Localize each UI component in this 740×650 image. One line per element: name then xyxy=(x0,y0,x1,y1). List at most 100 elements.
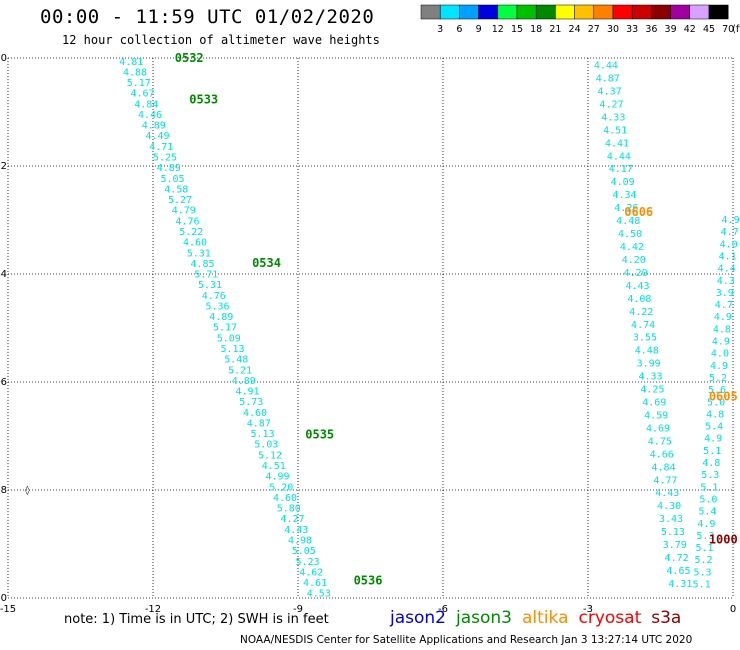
x-tick-label: -12 xyxy=(145,604,161,615)
wave-height-value: 5.0 xyxy=(707,397,725,408)
wave-height-value: 4.89 xyxy=(209,312,233,323)
wave-height-value: 4.72 xyxy=(665,553,689,564)
y-tick-label: -8 xyxy=(0,485,7,496)
wave-height-value: 4.51 xyxy=(603,125,627,136)
y-tick-label: -6 xyxy=(0,377,7,388)
wave-height-value: 5.3 xyxy=(694,567,712,578)
wave-height-value: 4.84 xyxy=(134,99,158,110)
legend-bin-label: 18 xyxy=(530,24,542,35)
wave-height-value: 4.22 xyxy=(629,307,653,318)
x-tick-label: -15 xyxy=(0,604,16,615)
wave-height-value: 4.9 xyxy=(712,337,730,348)
wave-height-value: 4.59 xyxy=(644,410,668,421)
wave-height-value: 3.55 xyxy=(633,333,657,344)
x-tick-label: -6 xyxy=(438,604,448,615)
wave-height-value: 4.53 xyxy=(307,589,331,600)
satellite-name: jason3 xyxy=(456,608,512,628)
wave-height-value: 5.17 xyxy=(213,323,237,334)
wave-height-value: 4.26 xyxy=(614,203,638,214)
wave-height-value: 5.80 xyxy=(277,504,301,515)
wave-height-value: 4.9 xyxy=(704,434,722,445)
wave-height-value: 5.13 xyxy=(220,344,244,355)
wave-height-value: 5.0 xyxy=(699,494,717,505)
wave-height-value: 4.76 xyxy=(202,291,226,302)
wave-height-value: 4.69 xyxy=(646,423,670,434)
legend-bin-label: 3 xyxy=(437,24,443,35)
wave-height-value: 4.75 xyxy=(648,436,672,447)
wave-height-value: 4.89 xyxy=(142,121,166,132)
legend-bin-label: 30 xyxy=(607,24,619,35)
wave-height-value: 4.66 xyxy=(650,449,674,460)
map-grid xyxy=(7,57,734,599)
wave-height-value: 5.3 xyxy=(701,470,719,481)
wave-height-value: 4.43 xyxy=(284,525,308,536)
satellite-legend: jason2 jason3 altika cryosat s3a xyxy=(390,608,691,628)
wave-height-value: 4.46 xyxy=(138,110,162,121)
footer-credit: NOAA/NESDIS Center for Satellite Applica… xyxy=(240,634,693,646)
wave-track: 4.94.74.04.14.44.33.94.74.94.84.94.04.95… xyxy=(693,215,740,591)
wave-height-value: 4.77 xyxy=(653,475,677,486)
wave-height-value: 4.33 xyxy=(601,112,625,123)
wave-height-value: 4.4 xyxy=(718,264,736,275)
wave-height-value: 4.99 xyxy=(265,472,289,483)
wave-height-value: 4.43 xyxy=(625,281,649,292)
satellite-name: s3a xyxy=(651,608,682,628)
wave-height-value: 4.98 xyxy=(288,535,312,546)
wave-height-value: 4.91 xyxy=(235,387,259,398)
x-tick-label: -3 xyxy=(583,604,593,615)
wave-height-value: 4.85 xyxy=(190,259,214,270)
wave-height-value: 4.58 xyxy=(164,184,188,195)
wave-height-value: 5.13 xyxy=(250,429,274,440)
map-marker: ◊ xyxy=(25,485,30,496)
legend-bin-label: 12 xyxy=(492,24,504,35)
satellite-name: jason2 xyxy=(390,608,446,628)
wave-height-value: 5.13 xyxy=(661,527,685,538)
wave-height-value: 5.17 xyxy=(127,78,151,89)
wave-height-value: 5.12 xyxy=(258,450,282,461)
legend-bin-label: 33 xyxy=(626,24,638,35)
wave-height-value: 4.33 xyxy=(638,372,662,383)
wave-height-value: 4.25 xyxy=(640,385,664,396)
wave-height-value: 4.34 xyxy=(612,190,636,201)
wave-height-value: 3.99 xyxy=(637,359,661,370)
wave-height-value: 4.9 xyxy=(697,519,715,530)
wave-height-value: 5.25 xyxy=(153,153,177,164)
wave-height-value: 4.67 xyxy=(130,89,154,100)
wave-height-value: 5.23 xyxy=(295,557,319,568)
legend-bin-label: 39 xyxy=(665,24,677,35)
wave-height-value: 5.1 xyxy=(695,543,713,554)
wave-height-value: 4.3 xyxy=(717,276,735,287)
wave-height-value: 4.8 xyxy=(706,409,724,420)
wave-height-value: 4.08 xyxy=(627,294,651,305)
wave-height-value: 4.37 xyxy=(598,86,622,97)
y-tick-label: 0 xyxy=(1,53,7,64)
wave-height-value: 5.4 xyxy=(698,507,716,518)
wave-height-value: 4.84 xyxy=(652,462,676,473)
y-tick-label: -10 xyxy=(0,593,7,604)
wave-height-value: 4.48 xyxy=(635,346,659,357)
wave-height-value: 4.0 xyxy=(720,239,738,250)
wave-height-value: 4.44 xyxy=(607,151,631,162)
wave-height-value: 5.27 xyxy=(168,195,192,206)
wave-height-value: 4.0 xyxy=(711,349,729,360)
wave-height-value: 4.8 xyxy=(713,324,731,335)
wave-height-value: 4.79 xyxy=(172,206,196,217)
wave-height-value: 5.6 xyxy=(708,385,726,396)
wave-track: 4.814.885.174.674.844.464.894.494.715.25… xyxy=(119,57,331,600)
wave-height-value: 5.1 xyxy=(693,580,711,591)
legend-bin-label: 45 xyxy=(703,24,715,35)
pass-time-label: 0535 xyxy=(305,427,334,441)
wave-height-value: 4.7 xyxy=(721,227,739,238)
pass-time-label: 1000 xyxy=(709,533,738,547)
pass-time-label: 0533 xyxy=(189,93,218,107)
wave-height-value: 4.09 xyxy=(611,177,635,188)
wave-height-value: 4.27 xyxy=(599,99,623,110)
wave-height-value: 4.60 xyxy=(273,493,297,504)
wave-height-value: 4.9 xyxy=(714,312,732,323)
wave-height-value: 4.87 xyxy=(247,418,271,429)
wave-height-value: 4.71 xyxy=(149,142,173,153)
legend-bin-label: 42 xyxy=(684,24,696,35)
wave-height-value: 4.50 xyxy=(618,229,642,240)
wave-height-value: 5.73 xyxy=(239,397,263,408)
